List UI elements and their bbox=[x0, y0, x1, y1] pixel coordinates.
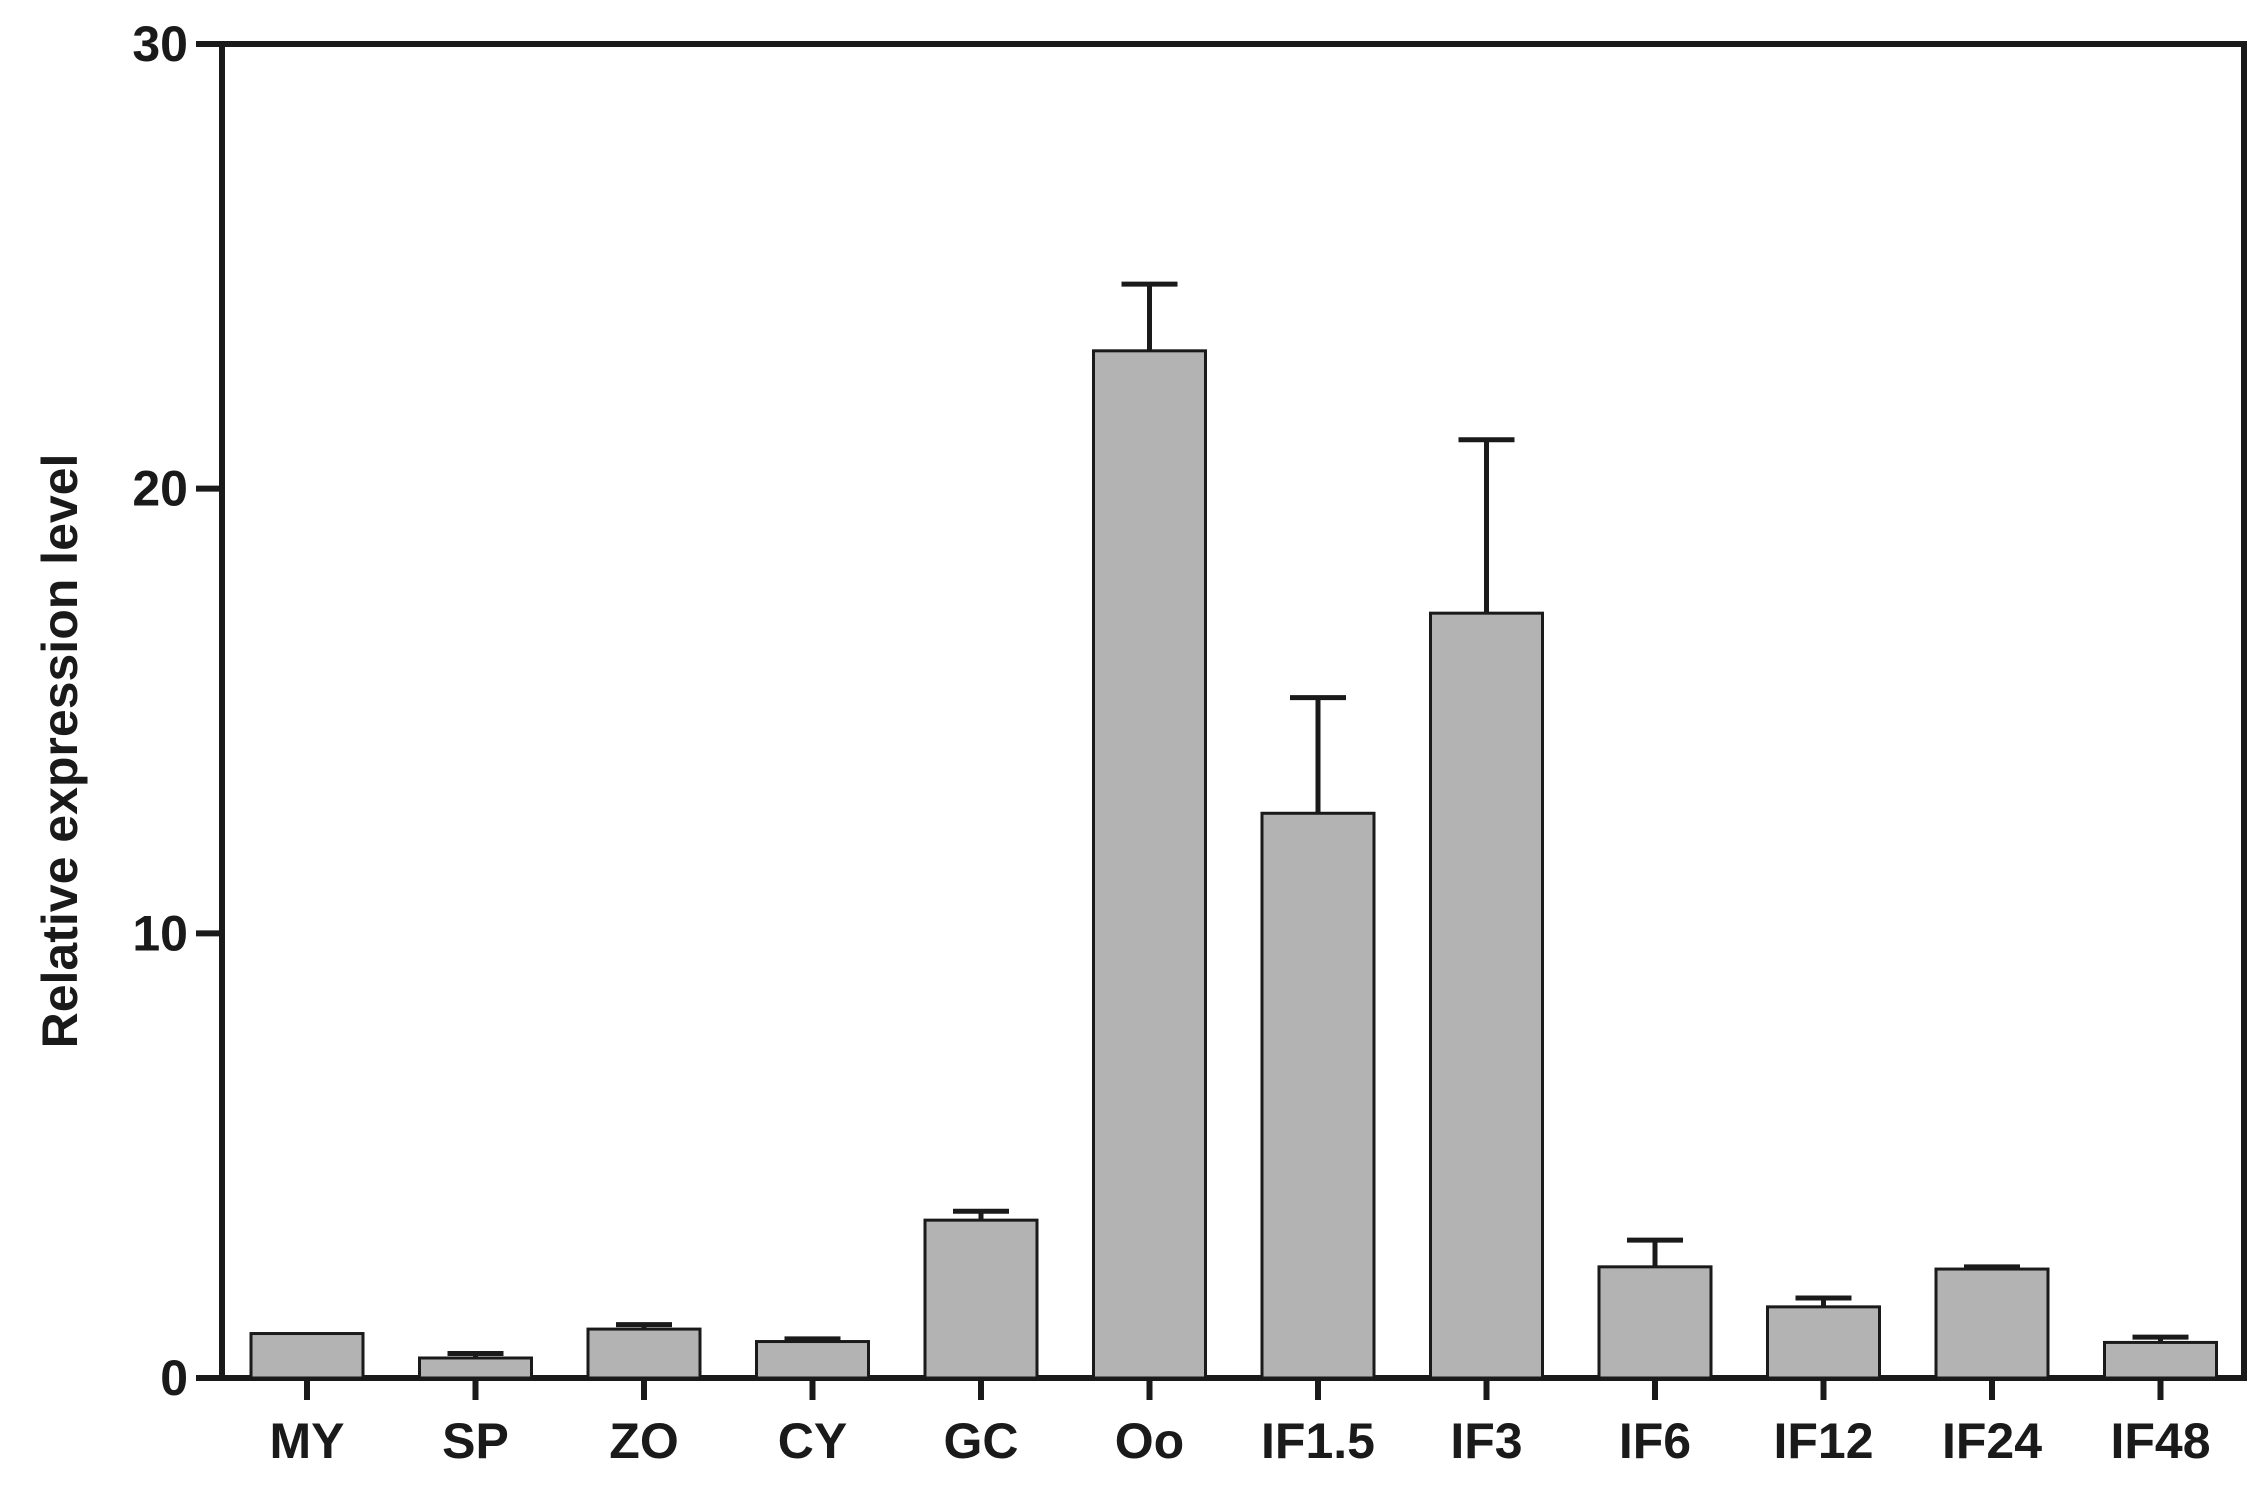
bar bbox=[586, 1327, 702, 1380]
x-tick-label: SP bbox=[442, 1413, 509, 1469]
x-tick-label: MY bbox=[270, 1413, 345, 1469]
y-tick-label: 10 bbox=[132, 905, 188, 961]
x-tick-label: ZO bbox=[609, 1413, 678, 1469]
x-tick-label: GC bbox=[944, 1413, 1019, 1469]
y-tick-label: 20 bbox=[132, 461, 188, 517]
bar bbox=[1429, 611, 1544, 1380]
x-tick-label: IF24 bbox=[1942, 1413, 2042, 1469]
error-bars bbox=[447, 281, 2189, 1358]
x-tick-label: IF3 bbox=[1450, 1413, 1522, 1469]
y-tick-label: 30 bbox=[132, 16, 188, 72]
x-tick-label: Oo bbox=[1115, 1413, 1184, 1469]
bar bbox=[1597, 1265, 1713, 1380]
x-tick-label: IF6 bbox=[1619, 1413, 1691, 1469]
x-tick-label: CY bbox=[778, 1413, 847, 1469]
x-tick-label: IF48 bbox=[2110, 1413, 2210, 1469]
x-tick-label: IF1.5 bbox=[1261, 1413, 1375, 1469]
x-tick-label: IF12 bbox=[1773, 1413, 1873, 1469]
bar bbox=[1766, 1305, 1881, 1380]
plot-frame bbox=[219, 41, 2247, 1381]
bar bbox=[923, 1218, 1039, 1380]
bar bbox=[1260, 811, 1376, 1380]
plot-border bbox=[219, 41, 2247, 1381]
bar bbox=[1092, 349, 1207, 1380]
bar bbox=[1934, 1267, 2050, 1380]
bar bbox=[2103, 1340, 2218, 1380]
bar bbox=[249, 1332, 365, 1380]
y-tick-label: 0 bbox=[160, 1350, 188, 1406]
bar bbox=[418, 1356, 533, 1380]
bars bbox=[249, 349, 2218, 1380]
y-axis-title: Relative expression level bbox=[32, 454, 88, 1049]
x-axis: MY SP ZO CY GC Oo IF1.5 IF3 IF6 IF12 IF24 IF48 bbox=[270, 1378, 2211, 1469]
y-axis: 0 10 20 30 bbox=[132, 16, 222, 1406]
bar bbox=[755, 1340, 870, 1380]
